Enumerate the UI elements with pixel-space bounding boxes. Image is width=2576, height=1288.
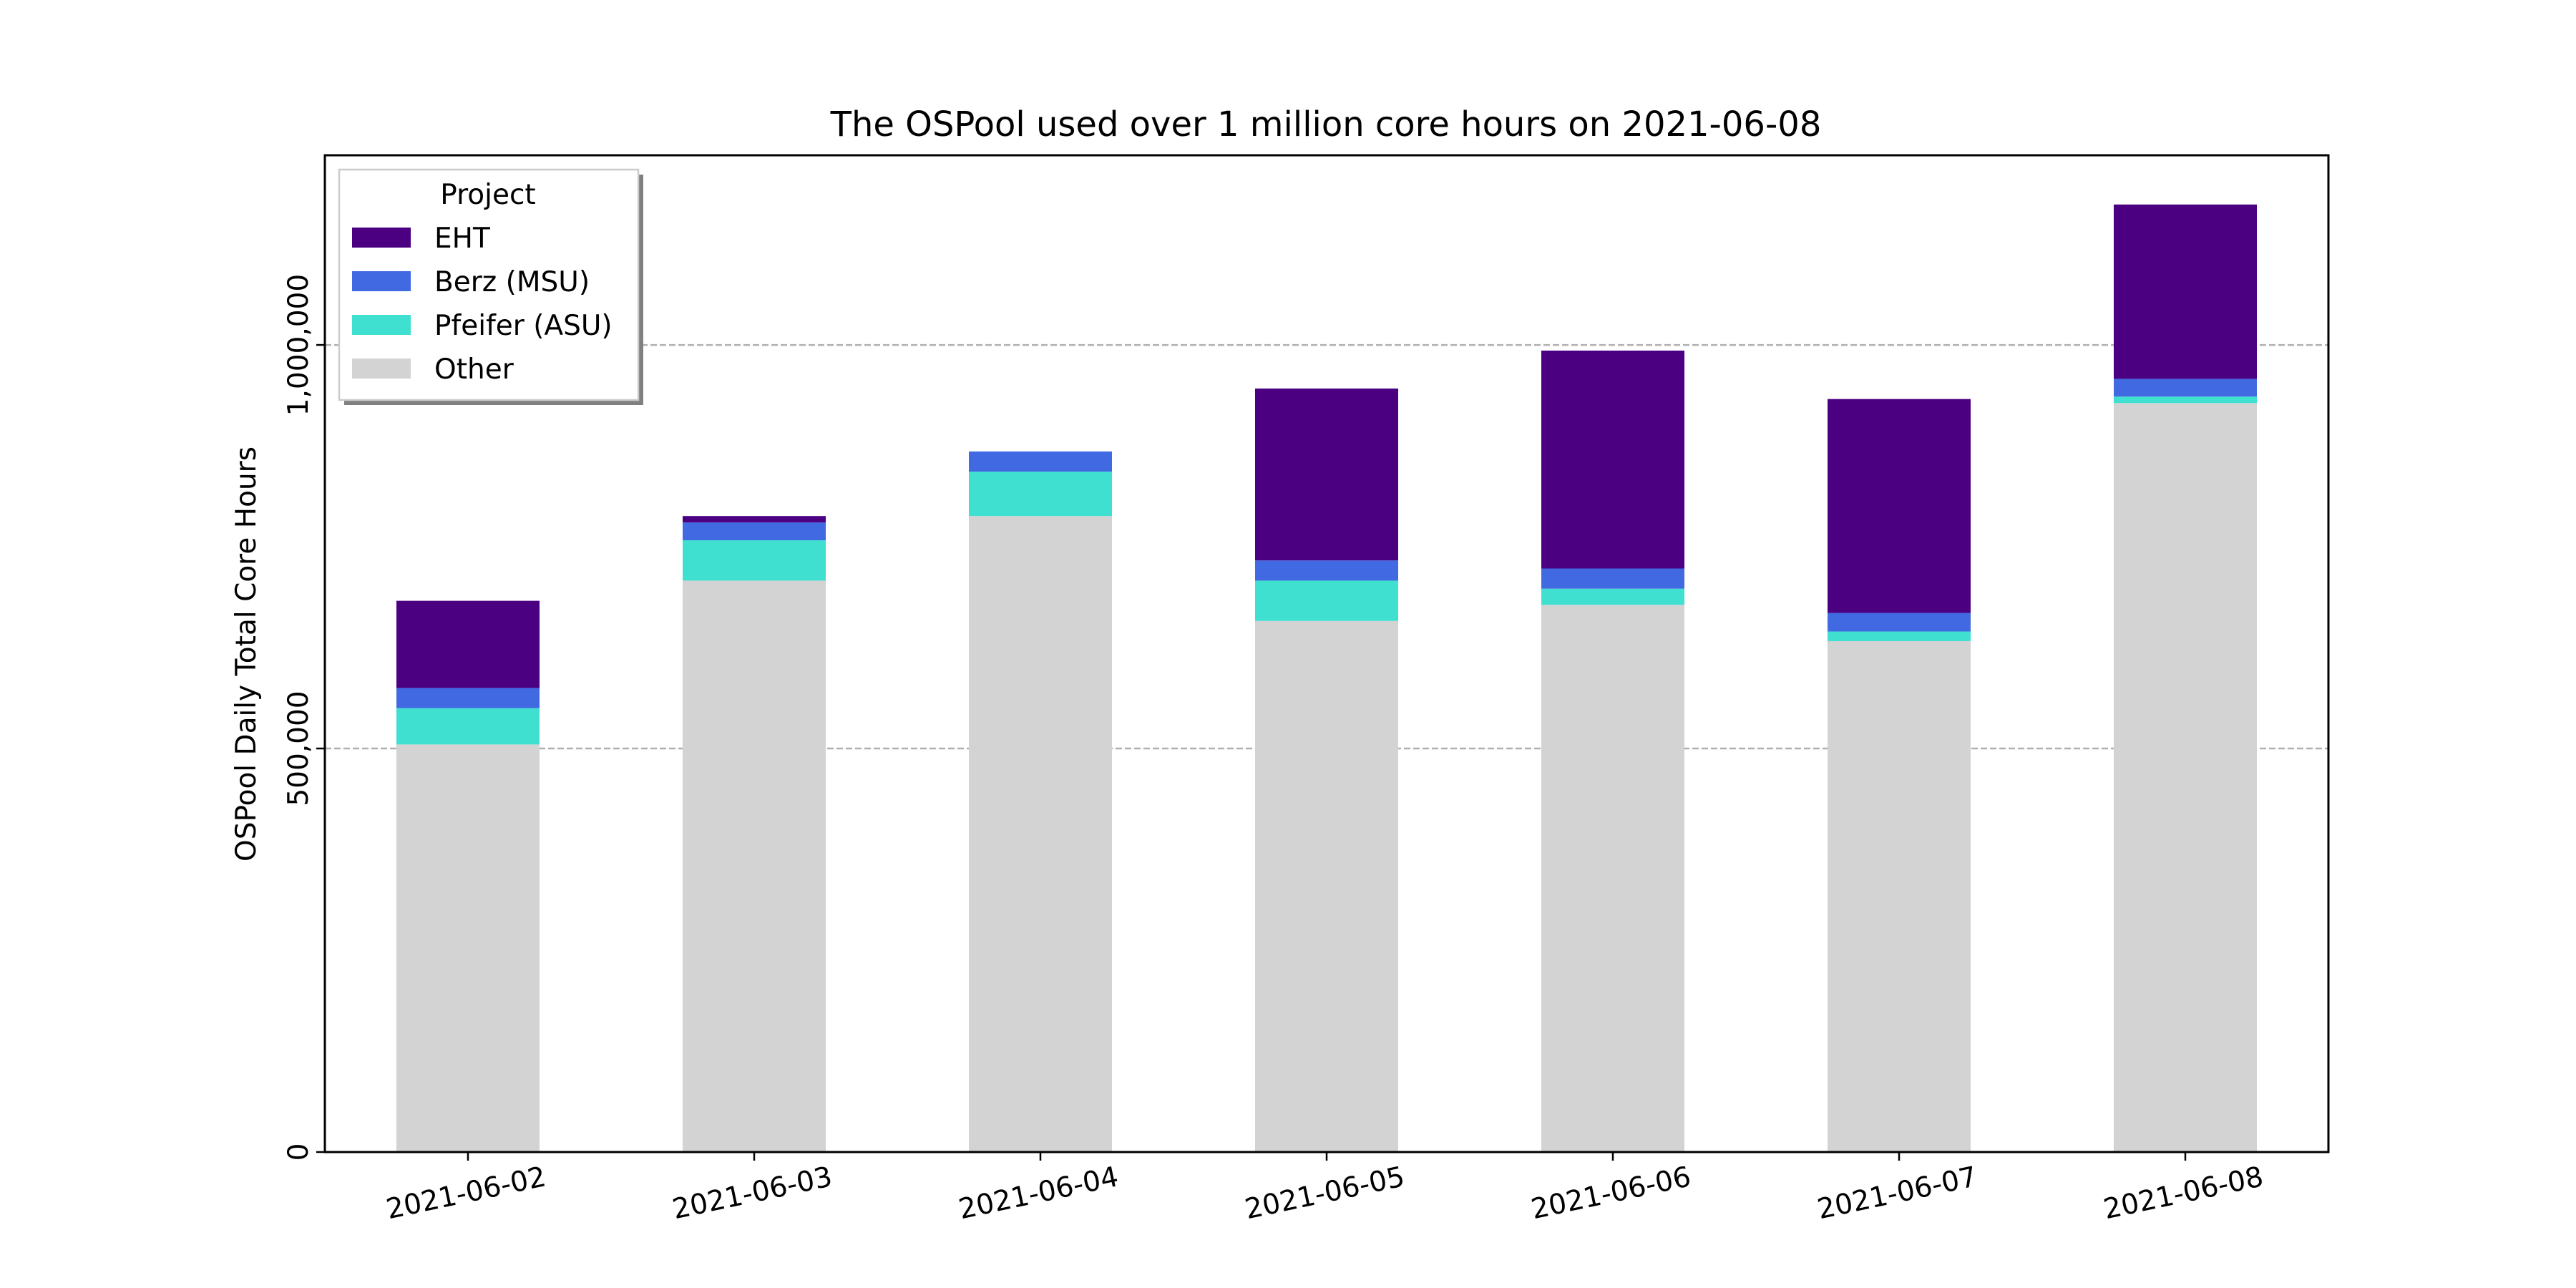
bar-segment-pfeifer-asu bbox=[1255, 580, 1398, 621]
x-tick-label: 2021-06-05 bbox=[1242, 1161, 1407, 1226]
bar-segment-eht bbox=[1255, 388, 1398, 561]
bar-segment-pfeifer-asu bbox=[396, 708, 540, 745]
bar-segment-eht bbox=[396, 600, 540, 688]
bar-segment-eht bbox=[2114, 204, 2257, 379]
x-axis: 2021-06-02 2021-06-03 2021-06-04 2021-06-05… bbox=[384, 1152, 2266, 1226]
bar-segment-eht bbox=[1828, 399, 1971, 613]
legend-label-pfeifer-asu: Pfeifer (ASU) bbox=[434, 310, 613, 342]
bar-segment-eht bbox=[683, 516, 826, 523]
y-axis-label: OSPool Daily Total Core Hours bbox=[230, 447, 263, 862]
y-tick-label: 500,000 bbox=[283, 691, 315, 806]
x-tick-label: 2021-06-03 bbox=[670, 1161, 835, 1226]
x-tick-label: 2021-06-02 bbox=[384, 1161, 549, 1226]
legend: Project EHT Berz (MSU) Pfeifer (ASU) Other bbox=[338, 168, 643, 405]
x-tick-label: 2021-06-04 bbox=[956, 1161, 1121, 1226]
bar-segment-berz-msu bbox=[969, 451, 1112, 472]
x-tick-label: 2021-06-06 bbox=[1528, 1161, 1694, 1226]
bar-segment-berz-msu bbox=[396, 688, 540, 708]
bar-segment-other bbox=[683, 580, 826, 1152]
y-axis: 0 500,000 1,000,000 bbox=[283, 274, 325, 1161]
bar-segment-berz-msu bbox=[2114, 379, 2257, 397]
y-tick-label: 0 bbox=[283, 1143, 315, 1161]
bar-segment-other bbox=[396, 744, 540, 1152]
legend-label-eht: EHT bbox=[434, 223, 490, 255]
bar-segment-other bbox=[969, 516, 1112, 1152]
bar-segment-berz-msu bbox=[683, 522, 826, 541]
bar-segment-other bbox=[1541, 605, 1684, 1152]
legend-label-berz-msu: Berz (MSU) bbox=[434, 266, 590, 298]
bar-segment-other bbox=[1255, 620, 1398, 1152]
bar-segment-other bbox=[1828, 641, 1971, 1152]
legend-label-other: Other bbox=[434, 353, 514, 386]
bar-segment-pfeifer-asu bbox=[1828, 631, 1971, 642]
bar-segment-other bbox=[2114, 403, 2257, 1152]
bar-segment-pfeifer-asu bbox=[969, 472, 1112, 517]
legend-swatch-eht bbox=[352, 228, 411, 248]
x-tick-label: 2021-06-08 bbox=[2101, 1161, 2266, 1226]
bar-segment-pfeifer-asu bbox=[683, 540, 826, 581]
legend-swatch-berz-msu bbox=[352, 271, 411, 291]
bar-segment-berz-msu bbox=[1541, 568, 1684, 589]
x-tick-label: 2021-06-07 bbox=[1815, 1161, 1980, 1226]
bars bbox=[396, 204, 2257, 1152]
bar-segment-eht bbox=[1541, 350, 1684, 569]
bar-segment-pfeifer-asu bbox=[1541, 588, 1684, 605]
bar-segment-berz-msu bbox=[1828, 613, 1971, 632]
y-tick-label: 1,000,000 bbox=[283, 274, 315, 416]
legend-title: Project bbox=[440, 179, 535, 211]
legend-swatch-other bbox=[352, 358, 411, 379]
bar-segment-pfeifer-asu bbox=[2114, 396, 2257, 404]
bar-segment-berz-msu bbox=[1255, 560, 1398, 581]
chart-title: The OSPool used over 1 million core hour… bbox=[830, 104, 1822, 145]
legend-swatch-pfeifer-asu bbox=[352, 315, 411, 335]
